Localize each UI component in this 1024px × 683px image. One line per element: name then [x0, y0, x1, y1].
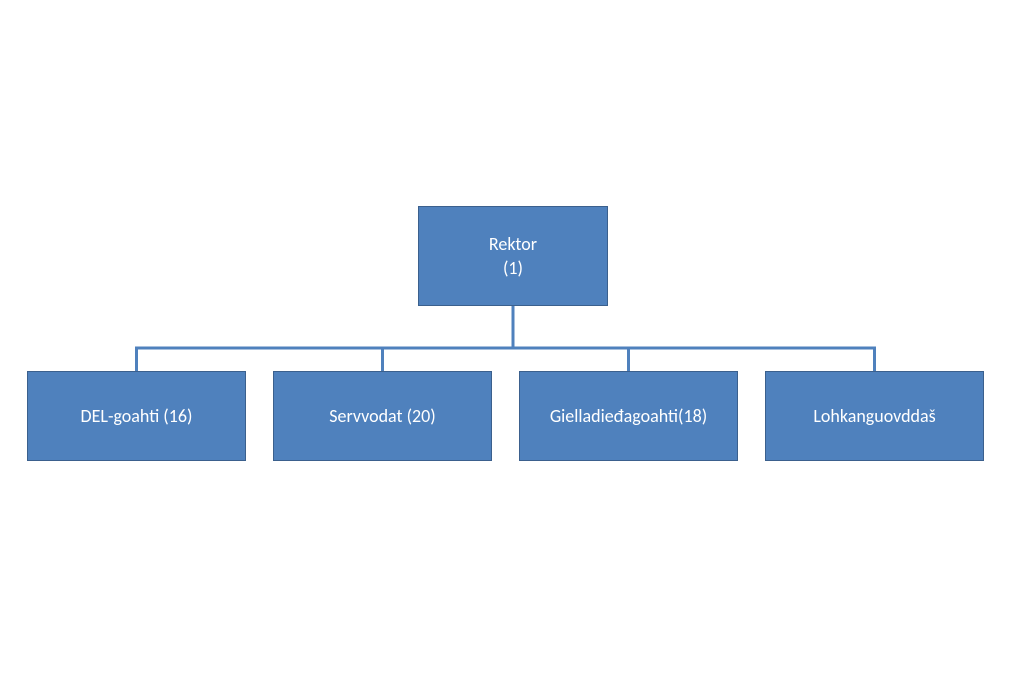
node-servvodat-label: Servvodat (20): [329, 404, 436, 428]
org-chart-canvas: Rektor (1) DEL-goahti (16) Servvodat (20…: [0, 0, 1024, 683]
node-rektor-label-1: Rektor: [489, 232, 537, 256]
node-rektor-label-2: (1): [503, 256, 523, 280]
node-servvodat: Servvodat (20): [273, 371, 492, 461]
node-lohkanguovddas: Lohkanguovddaš: [765, 371, 984, 461]
node-gielladiedagoahti: Gielladieđagoahti(18): [519, 371, 738, 461]
node-del-goahti: DEL-goahti (16): [27, 371, 246, 461]
node-gielladiedagoahti-label: Gielladieđagoahti(18): [550, 404, 707, 428]
node-lohkanguovddas-label: Lohkanguovddaš: [813, 404, 935, 428]
node-rektor: Rektor (1): [418, 206, 608, 306]
node-del-goahti-label: DEL-goahti (16): [81, 404, 193, 428]
connector-lines: [0, 0, 1024, 683]
